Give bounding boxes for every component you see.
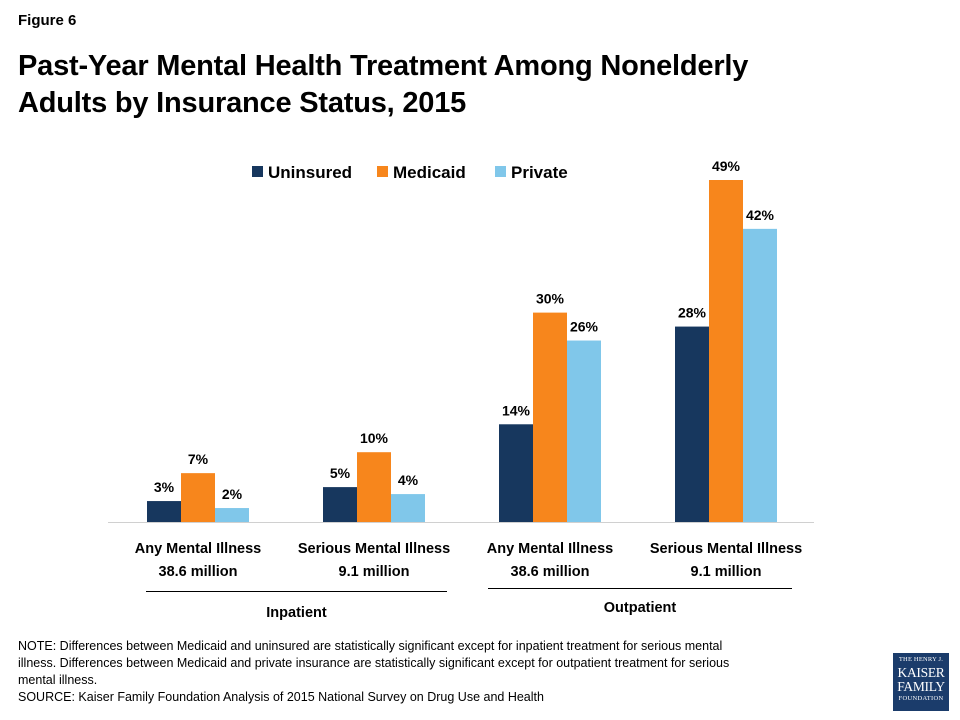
category-label-2: Serious Mental Illness: [298, 541, 450, 557]
bar-uninsured-3: [499, 424, 533, 522]
data-label-medicaid-1: 7%: [188, 451, 209, 467]
bar-private-4: [743, 228, 777, 522]
data-label-private-1: 2%: [222, 486, 243, 502]
group-label-inpatient: Inpatient: [266, 605, 327, 621]
source-line: SOURCE: Kaiser Family Foundation Analysi…: [18, 690, 544, 704]
category-label-4: Serious Mental Illness: [650, 541, 802, 557]
bar-uninsured-2: [323, 487, 357, 522]
group-label-outpatient: Outpatient: [604, 600, 677, 616]
category-label-3: Any Mental Illness: [487, 541, 614, 557]
kff-logo: THE HENRY J. KAISER FAMILY FOUNDATION: [893, 653, 949, 711]
bar-medicaid-4: [709, 180, 743, 522]
chart-title-line-2: Adults by Insurance Status, 2015: [18, 87, 467, 119]
logo-line-1: THE HENRY J.: [898, 656, 944, 663]
chart-title: Past-Year Mental Health Treatment Among …: [18, 48, 918, 122]
figure-label: Figure 6: [18, 12, 77, 29]
note-line-2: illness. Differences between Medicaid an…: [18, 656, 730, 670]
data-label-medicaid-4: 49%: [712, 158, 741, 174]
legend-label-uninsured: Uninsured: [268, 163, 352, 182]
category-sublabel-4: 9.1 million: [691, 564, 762, 580]
data-label-private-2: 4%: [398, 472, 419, 488]
category-label-1: Any Mental Illness: [135, 541, 262, 557]
bar-chart: Uninsured Medicaid Private 3% 7% 2% 5% 10% 4% 14%…: [108, 158, 814, 621]
bar-private-1: [215, 508, 249, 522]
bar-uninsured-4: [675, 326, 709, 522]
logo-line-2: KAISER: [897, 664, 945, 680]
legend-swatch-medicaid: [377, 166, 388, 177]
data-label-private-4: 42%: [746, 207, 775, 223]
category-sublabel-1: 38.6 million: [159, 564, 238, 580]
bar-medicaid-2: [357, 452, 391, 522]
bar-private-2: [391, 494, 425, 522]
note-line-1: NOTE: Differences between Medicaid and u…: [18, 639, 723, 653]
bar-uninsured-1: [147, 501, 181, 522]
logo-line-4: FOUNDATION: [898, 694, 944, 702]
legend-label-private: Private: [511, 163, 568, 182]
bar-private-3: [567, 340, 601, 522]
data-label-uninsured-1: 3%: [154, 479, 175, 495]
data-label-uninsured-2: 5%: [330, 465, 351, 481]
category-sublabel-3: 38.6 million: [511, 564, 590, 580]
bar-medicaid-1: [181, 473, 215, 522]
data-label-uninsured-3: 14%: [502, 402, 531, 418]
note-line-3: mental illness.: [18, 673, 98, 687]
data-label-medicaid-3: 30%: [536, 291, 565, 307]
logo-line-3: FAMILY: [897, 679, 945, 694]
data-label-medicaid-2: 10%: [360, 430, 389, 446]
data-label-private-3: 26%: [570, 319, 599, 335]
chart-title-line-1: Past-Year Mental Health Treatment Among …: [18, 50, 749, 82]
data-label-uninsured-4: 28%: [678, 305, 707, 321]
category-sublabel-2: 9.1 million: [339, 564, 410, 580]
legend-swatch-uninsured: [252, 166, 263, 177]
footnote: NOTE: Differences between Medicaid and u…: [18, 638, 878, 706]
legend-swatch-private: [495, 166, 506, 177]
bar-medicaid-3: [533, 312, 567, 522]
legend-label-medicaid: Medicaid: [393, 163, 466, 182]
